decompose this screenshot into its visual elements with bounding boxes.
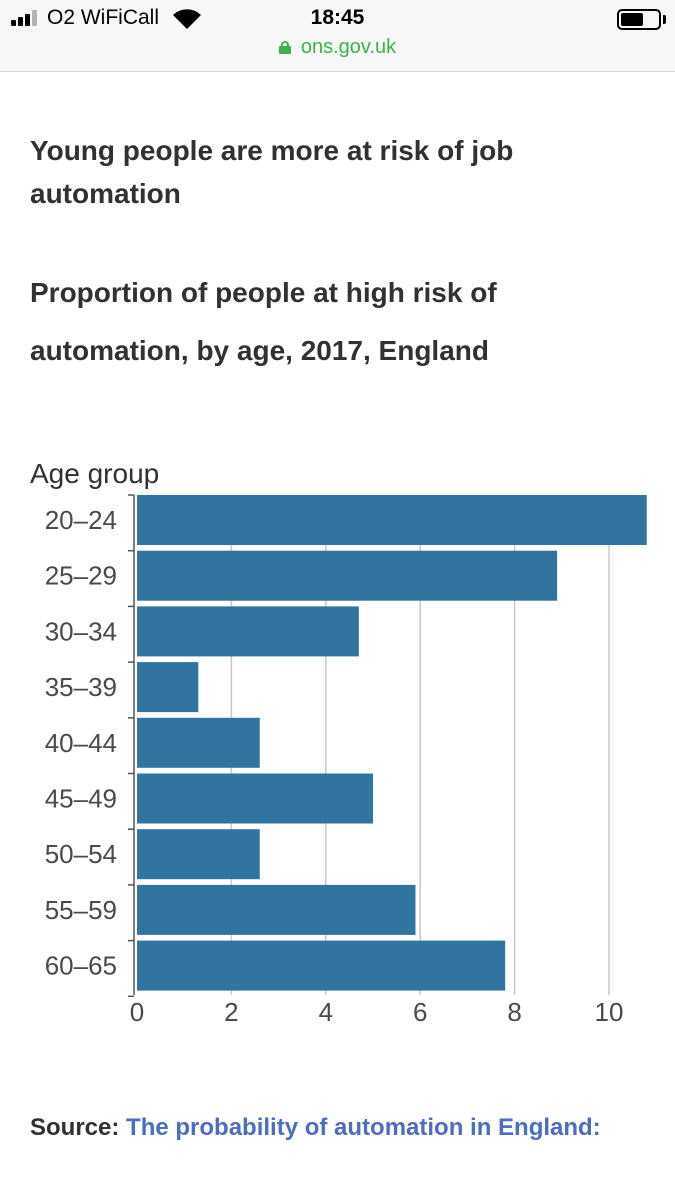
carrier-name: O2 WiFiCall xyxy=(47,6,160,29)
y-tick-label: 35–39 xyxy=(45,672,117,702)
y-tick-label: 50–54 xyxy=(45,839,117,869)
y-tick-label: 25–29 xyxy=(45,561,117,591)
x-tick-label: 10 xyxy=(595,997,624,1027)
bar xyxy=(137,495,647,545)
y-tick-label: 45–49 xyxy=(45,784,117,814)
x-tick-label: 0 xyxy=(130,997,144,1027)
source-line: Source: The probability of automation in… xyxy=(30,1110,675,1146)
bar xyxy=(137,550,558,601)
bar-chart: Age group 20–24 25–29 30–34 35–39 40–44 45–49 5… xyxy=(30,458,647,1027)
bar xyxy=(137,606,359,657)
bar xyxy=(137,662,199,713)
y-tick-label: 40–44 xyxy=(45,728,117,758)
x-tick-label: 8 xyxy=(507,997,521,1027)
url-text: ons.gov.uk xyxy=(300,36,397,58)
status-bar: O2 WiFiCall 18:45 ons.gov.uk xyxy=(0,0,675,72)
wifi-icon xyxy=(173,9,201,30)
y-tick-label: 20–24 xyxy=(45,505,117,535)
battery-tip xyxy=(663,15,666,24)
x-tick-label: 2 xyxy=(224,997,238,1027)
x-tick-label: 6 xyxy=(413,997,427,1027)
bar xyxy=(137,940,506,991)
chart-title: Young people are more at risk of job aut… xyxy=(30,135,514,209)
source-link[interactable]: The probability of automation in England… xyxy=(126,1114,601,1141)
bar xyxy=(137,773,373,824)
source-label: Source: xyxy=(30,1114,120,1141)
y-tick-label: 60–65 xyxy=(45,951,117,981)
clock: 18:45 xyxy=(310,6,365,29)
y-axis-title: Age group xyxy=(30,458,159,489)
address-bar[interactable]: ons.gov.uk xyxy=(0,36,675,59)
battery-icon xyxy=(617,9,661,30)
bar xyxy=(137,884,416,935)
signal-strength-icon xyxy=(11,10,41,26)
lock-icon xyxy=(278,41,291,54)
chart-subtitle: Proportion of people at high risk of aut… xyxy=(30,277,497,366)
bar xyxy=(137,829,260,880)
x-tick-label: 4 xyxy=(319,997,333,1027)
y-tick-label: 55–59 xyxy=(45,895,117,925)
y-tick-label: 30–34 xyxy=(45,616,117,646)
bar xyxy=(137,717,260,768)
